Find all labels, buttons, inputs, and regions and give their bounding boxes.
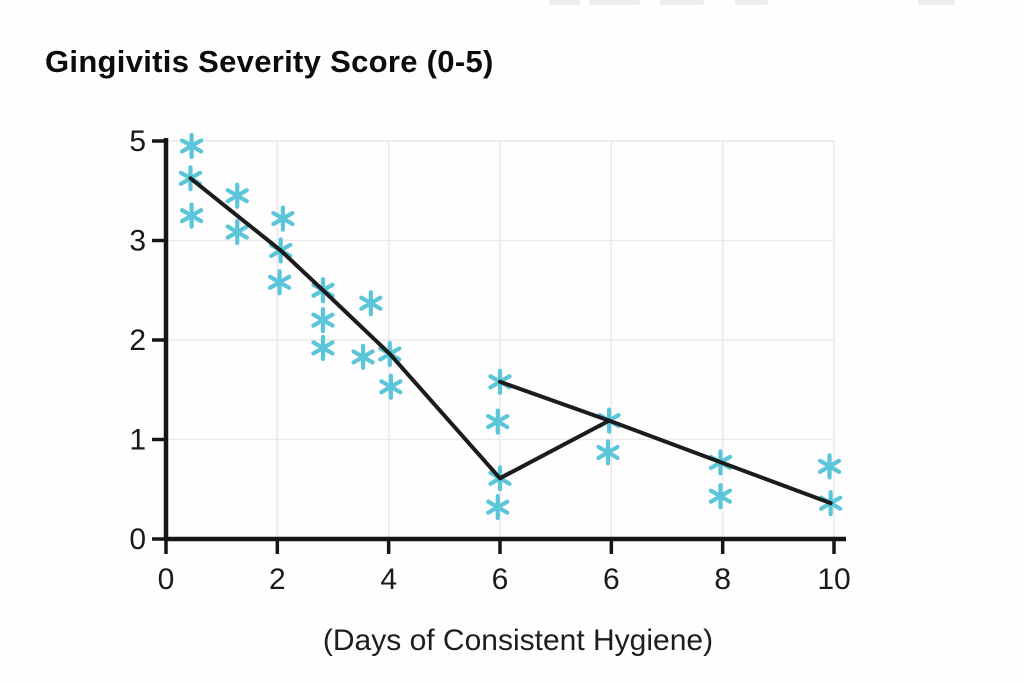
trend-line-branch xyxy=(498,379,612,423)
cropped-artifact-bar xyxy=(918,0,955,5)
data-point-marker xyxy=(271,205,295,232)
data-point-marker xyxy=(817,453,842,480)
data-point-marker xyxy=(596,439,620,466)
data-point-marker xyxy=(225,218,249,246)
x-tick-label: 6 xyxy=(603,563,620,596)
data-point-marker xyxy=(351,343,375,371)
x-tick-label: 0 xyxy=(158,563,175,596)
cropped-artifact-bar xyxy=(589,0,640,5)
y-tick-label: 5 xyxy=(129,125,146,158)
x-tick-label: 2 xyxy=(269,563,286,596)
chart-title: Gingivitis Severity Score (0-5) xyxy=(45,44,494,79)
data-point-marker xyxy=(267,269,292,296)
data-point-marker xyxy=(486,494,510,521)
marker-spoke xyxy=(379,379,403,395)
x-tick-label: 8 xyxy=(714,563,731,596)
marker-spoke xyxy=(179,208,204,224)
x-tick-label: 10 xyxy=(817,563,850,596)
data-point-marker xyxy=(708,483,733,510)
cropped-artifact-bar xyxy=(660,0,704,5)
data-point-marker xyxy=(379,373,403,400)
marker-spoke xyxy=(351,349,375,365)
marker-spoke xyxy=(225,188,249,204)
marker-spoke xyxy=(225,224,249,240)
cropped-artifact-bar xyxy=(735,0,768,5)
data-point-marker xyxy=(311,334,335,362)
cropped-artifact-bar xyxy=(549,0,580,5)
marker-spoke xyxy=(179,138,204,154)
y-tick-label: 1 xyxy=(129,424,146,457)
marker-spoke xyxy=(486,413,510,430)
x-axis-caption: (Days of Consistent Hygiene) xyxy=(322,624,714,657)
y-tick-label: 0 xyxy=(129,523,146,556)
y-tick-label: 2 xyxy=(129,324,146,357)
marker-spoke xyxy=(311,340,335,356)
marker-spoke xyxy=(596,444,620,461)
marker-spoke xyxy=(271,211,295,227)
marker-spoke xyxy=(486,499,510,515)
x-tick-label: 4 xyxy=(380,563,397,596)
marker-spoke xyxy=(359,295,383,311)
data-point-marker xyxy=(179,132,204,160)
data-point-marker xyxy=(311,307,335,334)
marker-spoke xyxy=(708,488,733,504)
y-tick-label: 3 xyxy=(129,225,146,258)
data-point-marker xyxy=(179,202,204,229)
marker-spoke xyxy=(267,274,292,290)
marker-spoke xyxy=(311,312,335,328)
data-point-marker xyxy=(225,182,249,209)
data-point-marker xyxy=(359,290,383,317)
marker-spoke xyxy=(817,458,842,474)
data-point-marker xyxy=(486,408,510,435)
x-tick-label: 6 xyxy=(492,563,509,596)
